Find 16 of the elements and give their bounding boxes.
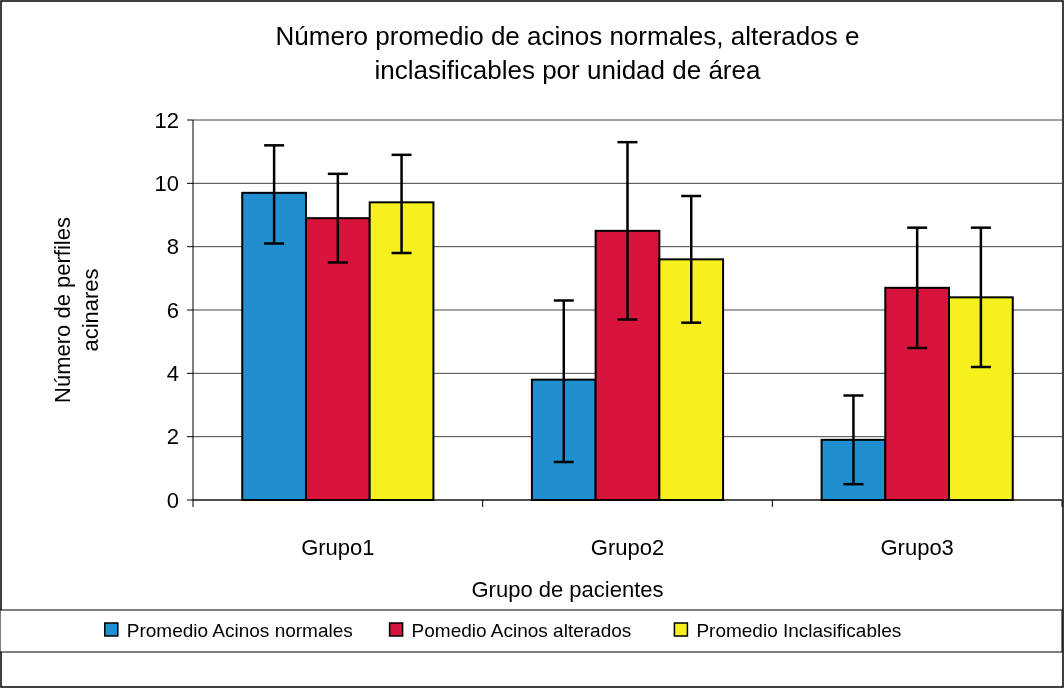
y-tick-label: 8: [166, 234, 179, 260]
x-axis-title: Grupo de pacientes: [471, 577, 664, 602]
legend-label: Pomedio Acinos alterados: [411, 619, 632, 641]
y-tick-label: 12: [154, 107, 179, 133]
y-tick-label: 6: [166, 297, 179, 323]
y-tick-label: 0: [166, 487, 179, 513]
x-tick-label: Grupo2: [590, 535, 665, 560]
y-tick-label: 4: [166, 360, 179, 386]
y-tick-label: 10: [154, 170, 179, 196]
y-axis-title: Número de perfiles acinares: [50, 217, 103, 403]
y-tick-label: 2: [166, 424, 179, 450]
x-tick-label: Grupo3: [880, 535, 954, 560]
legend-label: Promedio Acinos normales: [126, 619, 353, 641]
chart-title: Número promedio de acinos normales, alterados e inclasificables por unidad de área: [275, 21, 860, 85]
legend-label: Promedio Inclasificables: [696, 619, 902, 641]
x-tick-label: Grupo1: [301, 535, 375, 560]
